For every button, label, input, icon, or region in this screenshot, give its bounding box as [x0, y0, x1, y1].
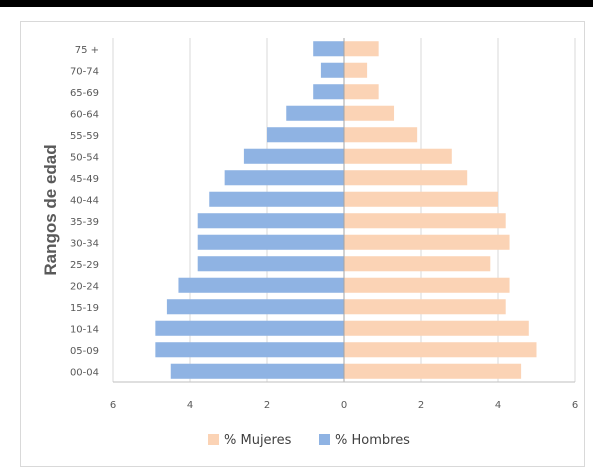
bar-hombres-15-19	[166, 299, 344, 315]
y-tick-label: 15-19	[70, 303, 99, 314]
legend-label: % Hombres	[335, 433, 410, 448]
bar-hombres-00-04	[170, 363, 344, 379]
x-tick-label: 6	[572, 400, 578, 411]
y-tick-label: 30-34	[70, 238, 99, 249]
y-tick-label: 55-59	[70, 131, 99, 142]
top-border-bar	[0, 0, 593, 7]
bar-mujeres-30-34	[344, 234, 510, 250]
bar-hombres-45-49	[224, 170, 344, 186]
bar-mujeres-40-44	[344, 191, 498, 207]
bar-mujeres-55-59	[344, 127, 418, 143]
y-tick-label: 70-74	[70, 66, 99, 77]
x-tick-label: 2	[418, 400, 424, 411]
bar-hombres-50-54	[243, 148, 344, 164]
bar-hombres-20-24	[178, 277, 344, 293]
y-tick-label: 60-64	[70, 109, 99, 120]
bar-hombres-75+	[313, 41, 344, 57]
bar-hombres-25-29	[197, 256, 344, 272]
bars	[155, 41, 537, 379]
bar-mujeres-25-29	[344, 256, 491, 272]
y-tick-label: 10-14	[70, 324, 99, 335]
y-tick-label: 25-29	[70, 260, 99, 271]
bar-mujeres-35-39	[344, 213, 506, 229]
y-axis-label: Rangos de edad	[41, 144, 60, 275]
y-tick-label: 00-04	[70, 367, 99, 378]
bar-hombres-70-74	[320, 62, 344, 78]
bar-mujeres-70-74	[344, 62, 368, 78]
legend: % Mujeres % Hombres	[208, 433, 410, 448]
y-tick-label: 20-24	[70, 281, 99, 292]
bar-hombres-05-09	[155, 342, 344, 358]
y-tick-label: 05-09	[70, 346, 99, 357]
bar-mujeres-10-14	[344, 320, 529, 336]
bar-mujeres-50-54	[344, 148, 452, 164]
x-tick-label: 4	[187, 400, 193, 411]
y-tick-label: 35-39	[70, 217, 99, 228]
bar-mujeres-60-64	[344, 105, 395, 121]
x-tick-label: 0	[341, 400, 347, 411]
legend-swatch	[208, 434, 219, 445]
y-tick-label: 75 +	[75, 45, 99, 56]
bar-hombres-10-14	[155, 320, 344, 336]
bar-mujeres-20-24	[344, 277, 510, 293]
bar-hombres-35-39	[197, 213, 344, 229]
bar-hombres-40-44	[209, 191, 344, 207]
bar-mujeres-45-49	[344, 170, 468, 186]
bar-hombres-30-34	[197, 234, 344, 250]
bar-hombres-55-59	[267, 127, 344, 143]
bar-mujeres-00-04	[344, 363, 522, 379]
y-tick-label: 50-54	[70, 152, 99, 163]
legend-swatch	[319, 434, 330, 445]
y-tick-label: 40-44	[70, 195, 99, 206]
y-tick-label: 65-69	[70, 88, 99, 99]
bar-mujeres-15-19	[344, 299, 506, 315]
axes: 6 4 2 0 2 4 6 00-04 05-09 10-14 15-19 20-24 25-29 30-…	[70, 38, 578, 411]
y-tick-label: 45-49	[70, 174, 99, 185]
bar-mujeres-05-09	[344, 342, 537, 358]
x-tick-label: 6	[110, 400, 116, 411]
x-tick-label: 2	[264, 400, 270, 411]
bar-mujeres-75+	[344, 41, 379, 57]
x-tick-label: 4	[495, 400, 501, 411]
legend-label: % Mujeres	[224, 433, 292, 448]
bar-hombres-65-69	[313, 84, 344, 100]
bar-mujeres-65-69	[344, 84, 379, 100]
bar-hombres-60-64	[286, 105, 344, 121]
